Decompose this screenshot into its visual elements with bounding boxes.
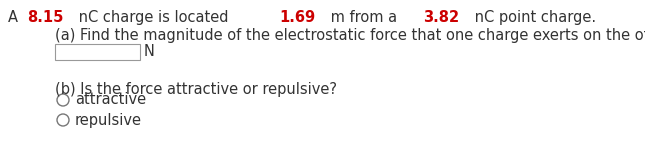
Text: (b) Is the force attractive or repulsive?: (b) Is the force attractive or repulsive… (55, 82, 337, 97)
Text: m from a: m from a (326, 10, 401, 25)
Text: 8.15: 8.15 (27, 10, 63, 25)
Text: 1.69: 1.69 (279, 10, 315, 25)
Text: nC point charge.: nC point charge. (470, 10, 596, 25)
Text: A: A (8, 10, 23, 25)
Text: N: N (144, 44, 155, 59)
Text: attractive: attractive (75, 93, 146, 108)
Text: 3.82: 3.82 (424, 10, 460, 25)
Text: repulsive: repulsive (75, 113, 142, 127)
Text: nC charge is located: nC charge is located (74, 10, 233, 25)
Text: (a) Find the magnitude of the electrostatic force that one charge exerts on the : (a) Find the magnitude of the electrosta… (55, 28, 645, 43)
Bar (55, 44, 140, 60)
